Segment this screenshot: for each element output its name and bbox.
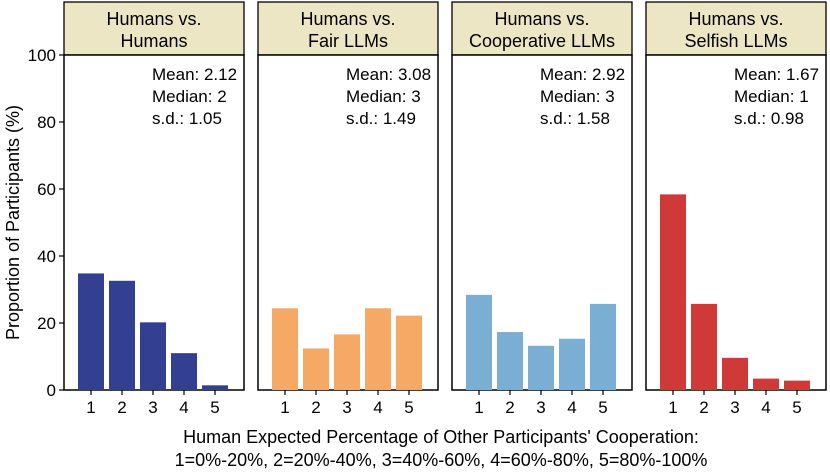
- panel-1-bar-3: [140, 322, 166, 390]
- panel-3-stat-3: s.d.: 1.58: [540, 109, 610, 128]
- panel-2-title-line1: Humans vs.: [300, 9, 395, 29]
- panel-3-bar-3: [528, 345, 554, 390]
- panel-2-bar-5: [396, 315, 422, 390]
- panel-4-xtick-label-4: 4: [761, 398, 770, 417]
- panel-2-bar-1: [272, 308, 298, 390]
- y-tick-label-60: 60: [37, 180, 56, 199]
- panel-4-bar-4: [753, 378, 779, 390]
- panel-4-xtick-label-5: 5: [792, 398, 801, 417]
- panel-3-stat-1: Mean: 2.92: [540, 65, 625, 84]
- panel-4-xtick-label-2: 2: [699, 398, 708, 417]
- panel-4-strip: [645, 1, 827, 56]
- panel-3-strip: [451, 1, 633, 56]
- panel-2-bar-3: [334, 334, 360, 390]
- panel-4-title-line2: Selfish LLMs: [684, 31, 787, 51]
- panel-2-xtick-label-3: 3: [342, 398, 351, 417]
- panel-1-stat-3: s.d.: 1.05: [152, 109, 222, 128]
- panel-1-bar-2: [109, 280, 135, 390]
- panel-3-bar-1: [466, 294, 492, 390]
- panel-4-xtick-label-1: 1: [668, 398, 677, 417]
- panel-3-stat-2: Median: 3: [540, 87, 615, 106]
- panel-2-xtick-label-1: 1: [280, 398, 289, 417]
- panel-1-bar-1: [78, 273, 104, 390]
- panel-2-stat-3: s.d.: 1.49: [346, 109, 416, 128]
- panel-3-bar-4: [559, 338, 585, 390]
- x-axis-title-line2: 1=0%-20%, 2=20%-40%, 3=40%-60%, 4=60%-80…: [175, 450, 708, 470]
- panel-4-stat-3: s.d.: 0.98: [734, 109, 804, 128]
- panel-1-stat-1: Mean: 2.12: [152, 65, 237, 84]
- y-tick-label-20: 20: [37, 314, 56, 333]
- panel-3-xtick-label-5: 5: [598, 398, 607, 417]
- panel-3-xtick-label-1: 1: [474, 398, 483, 417]
- panel-1-xtick-label-1: 1: [86, 398, 95, 417]
- panel-1-strip: [63, 1, 245, 56]
- panel-4-bar-2: [691, 303, 717, 390]
- panel-2-bar-2: [303, 348, 329, 390]
- panel-2-xtick-label-4: 4: [373, 398, 382, 417]
- y-axis-title: Proportion of Participants (%): [3, 105, 23, 340]
- panel-1-stat-2: Median: 2: [152, 87, 227, 106]
- panel-4-title-line1: Humans vs.: [688, 9, 783, 29]
- panel-3-xtick-label-3: 3: [536, 398, 545, 417]
- panel-1-xtick-label-3: 3: [148, 398, 157, 417]
- panel-4-stat-1: Mean: 1.67: [734, 65, 819, 84]
- y-tick-label-100: 100: [28, 46, 56, 65]
- panel-4-bar-3: [722, 357, 748, 390]
- panel-3-xtick-label-2: 2: [505, 398, 514, 417]
- panel-4-xtick-label-3: 3: [730, 398, 739, 417]
- panel-2-xtick-label-2: 2: [311, 398, 320, 417]
- panel-1-xtick-label-5: 5: [210, 398, 219, 417]
- panel-3-xtick-label-4: 4: [567, 398, 576, 417]
- panel-4-bar-1: [660, 194, 686, 390]
- panel-3-bar-2: [497, 332, 523, 390]
- panel-1-title-line2: Humans: [120, 31, 187, 51]
- y-tick-label-40: 40: [37, 247, 56, 266]
- panel-3-title-line1: Humans vs.: [494, 9, 589, 29]
- panel-2-stat-1: Mean: 3.08: [346, 65, 431, 84]
- y-tick-label-80: 80: [37, 113, 56, 132]
- y-tick-label-0: 0: [47, 381, 56, 400]
- panel-1-xtick-label-2: 2: [117, 398, 126, 417]
- panel-2-xtick-label-5: 5: [404, 398, 413, 417]
- panel-4-bar-5: [784, 380, 810, 390]
- panel-3-bar-5: [590, 303, 616, 390]
- panel-2-title-line2: Fair LLMs: [308, 31, 388, 51]
- panel-1-title-line1: Humans vs.: [106, 9, 201, 29]
- panel-1-bar-5: [202, 385, 228, 390]
- panel-3-title-line2: Cooperative LLMs: [469, 31, 615, 51]
- panel-1-xtick-label-4: 4: [179, 398, 188, 417]
- x-axis-title-line1: Human Expected Percentage of Other Parti…: [183, 427, 699, 447]
- panel-2-stat-2: Median: 3: [346, 87, 421, 106]
- panel-4-stat-2: Median: 1: [734, 87, 809, 106]
- panel-2-bar-4: [365, 308, 391, 390]
- panel-1-bar-4: [171, 353, 197, 390]
- panel-2-strip: [257, 1, 439, 56]
